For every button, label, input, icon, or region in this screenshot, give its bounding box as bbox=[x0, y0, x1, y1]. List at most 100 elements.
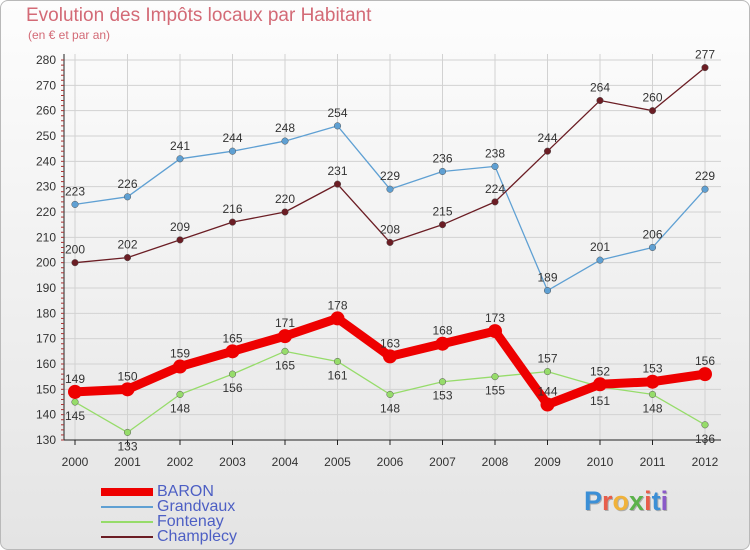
data-label-baron: 156 bbox=[695, 354, 715, 368]
y-tick-label: 260 bbox=[36, 104, 56, 118]
data-label-grandvaux: 229 bbox=[380, 169, 400, 183]
data-point-fontenay bbox=[648, 390, 657, 398]
data-point-champlecy bbox=[386, 238, 394, 246]
data-label-champlecy: 209 bbox=[170, 220, 190, 234]
data-point-champlecy bbox=[176, 236, 184, 244]
data-label-grandvaux: 226 bbox=[117, 177, 137, 191]
data-label-baron: 150 bbox=[117, 369, 137, 383]
data-point-fontenay bbox=[176, 390, 184, 398]
y-tick-label: 280 bbox=[36, 53, 56, 67]
legend-swatch bbox=[101, 521, 153, 523]
y-tick-label: 220 bbox=[36, 205, 56, 219]
data-label-champlecy: 220 bbox=[275, 192, 295, 206]
data-point-baron bbox=[173, 359, 187, 374]
data-label-fontenay: 153 bbox=[432, 389, 452, 403]
data-label-baron: 149 bbox=[65, 372, 85, 386]
data-point-baron bbox=[68, 384, 82, 399]
data-point-baron bbox=[383, 349, 397, 364]
data-label-champlecy: 202 bbox=[117, 238, 137, 252]
data-point-baron bbox=[488, 324, 502, 339]
data-point-champlecy bbox=[701, 64, 709, 72]
data-label-fontenay: 155 bbox=[485, 384, 505, 398]
x-tick-label: 2012 bbox=[692, 455, 719, 469]
data-label-grandvaux: 241 bbox=[170, 139, 190, 153]
y-tick-label: 160 bbox=[36, 357, 56, 371]
data-label-champlecy: 224 bbox=[485, 182, 505, 196]
data-point-grandvaux bbox=[333, 122, 342, 130]
data-label-fontenay: 165 bbox=[275, 358, 295, 372]
legend-swatch bbox=[101, 536, 153, 538]
data-label-baron: 163 bbox=[380, 336, 400, 350]
x-tick-label: 2006 bbox=[377, 455, 404, 469]
data-point-fontenay bbox=[438, 378, 447, 386]
data-point-grandvaux bbox=[491, 162, 499, 170]
y-tick-label: 230 bbox=[36, 180, 56, 194]
x-tick-label: 2002 bbox=[167, 455, 194, 469]
x-tick-label: 2005 bbox=[324, 455, 351, 469]
data-label-fontenay: 148 bbox=[642, 401, 662, 415]
x-tick-label: 2009 bbox=[534, 455, 561, 469]
data-label-fontenay: 133 bbox=[117, 439, 137, 453]
data-point-fontenay bbox=[701, 421, 709, 429]
data-label-fontenay: 151 bbox=[590, 394, 610, 408]
data-point-grandvaux bbox=[701, 185, 709, 193]
data-label-grandvaux: 248 bbox=[275, 121, 295, 135]
data-point-baron bbox=[435, 336, 450, 351]
data-label-fontenay: 161 bbox=[327, 368, 347, 382]
proxiti-logo: Proxiti bbox=[584, 486, 669, 516]
y-tick-label: 240 bbox=[36, 154, 56, 168]
data-label-baron: 178 bbox=[327, 298, 347, 312]
data-label-champlecy: 208 bbox=[380, 222, 400, 236]
data-point-champlecy bbox=[71, 259, 79, 267]
data-label-grandvaux: 206 bbox=[642, 227, 662, 241]
data-label-baron: 165 bbox=[222, 331, 242, 345]
data-label-grandvaux: 189 bbox=[537, 271, 557, 285]
data-label-baron: 171 bbox=[275, 316, 295, 330]
data-point-champlecy bbox=[491, 198, 499, 206]
y-tick-label: 140 bbox=[36, 408, 56, 422]
data-label-grandvaux: 238 bbox=[485, 146, 505, 160]
y-tick-label: 210 bbox=[36, 230, 56, 244]
data-point-baron bbox=[698, 367, 712, 382]
y-tick-label: 200 bbox=[36, 256, 56, 270]
data-point-champlecy bbox=[648, 107, 657, 115]
data-label-champlecy: 215 bbox=[432, 205, 452, 219]
data-point-champlecy bbox=[123, 254, 132, 262]
data-label-fontenay: 145 bbox=[65, 409, 85, 423]
data-point-fontenay bbox=[228, 370, 237, 378]
data-label-fontenay: 148 bbox=[170, 401, 190, 415]
data-label-champlecy: 264 bbox=[590, 81, 610, 95]
legend-swatch bbox=[101, 488, 153, 496]
data-point-grandvaux bbox=[438, 167, 447, 176]
y-tick-label: 190 bbox=[36, 281, 56, 295]
x-tick-label: 2008 bbox=[482, 455, 509, 469]
data-point-champlecy bbox=[333, 180, 342, 188]
data-point-champlecy bbox=[438, 221, 447, 229]
data-label-champlecy: 200 bbox=[65, 243, 85, 257]
data-label-baron: 168 bbox=[432, 324, 452, 338]
legend-label: Fontenay bbox=[157, 513, 224, 530]
data-point-fontenay bbox=[281, 347, 289, 355]
data-label-champlecy: 216 bbox=[222, 202, 242, 216]
data-label-champlecy: 277 bbox=[695, 48, 715, 62]
legend-swatch bbox=[101, 506, 153, 508]
data-point-fontenay bbox=[386, 390, 394, 398]
data-label-grandvaux: 229 bbox=[695, 169, 715, 183]
data-label-champlecy: 244 bbox=[537, 131, 557, 145]
chart-title: Evolution des Impôts locaux par Habitant bbox=[26, 5, 372, 26]
data-point-baron bbox=[330, 311, 345, 326]
data-label-champlecy: 231 bbox=[327, 164, 347, 178]
x-tick-label: 2007 bbox=[429, 455, 456, 469]
data-label-grandvaux: 236 bbox=[432, 151, 452, 165]
data-label-baron: 159 bbox=[170, 347, 190, 361]
y-tick-label: 170 bbox=[36, 332, 56, 346]
y-tick-label: 270 bbox=[36, 78, 56, 92]
data-label-baron: 173 bbox=[485, 311, 505, 325]
x-tick-label: 2010 bbox=[587, 455, 614, 469]
y-tick-label: 180 bbox=[36, 306, 56, 320]
legend-label: Champlecy bbox=[157, 528, 238, 545]
data-point-fontenay bbox=[71, 398, 79, 406]
legend-label: Grandvaux bbox=[157, 498, 236, 515]
